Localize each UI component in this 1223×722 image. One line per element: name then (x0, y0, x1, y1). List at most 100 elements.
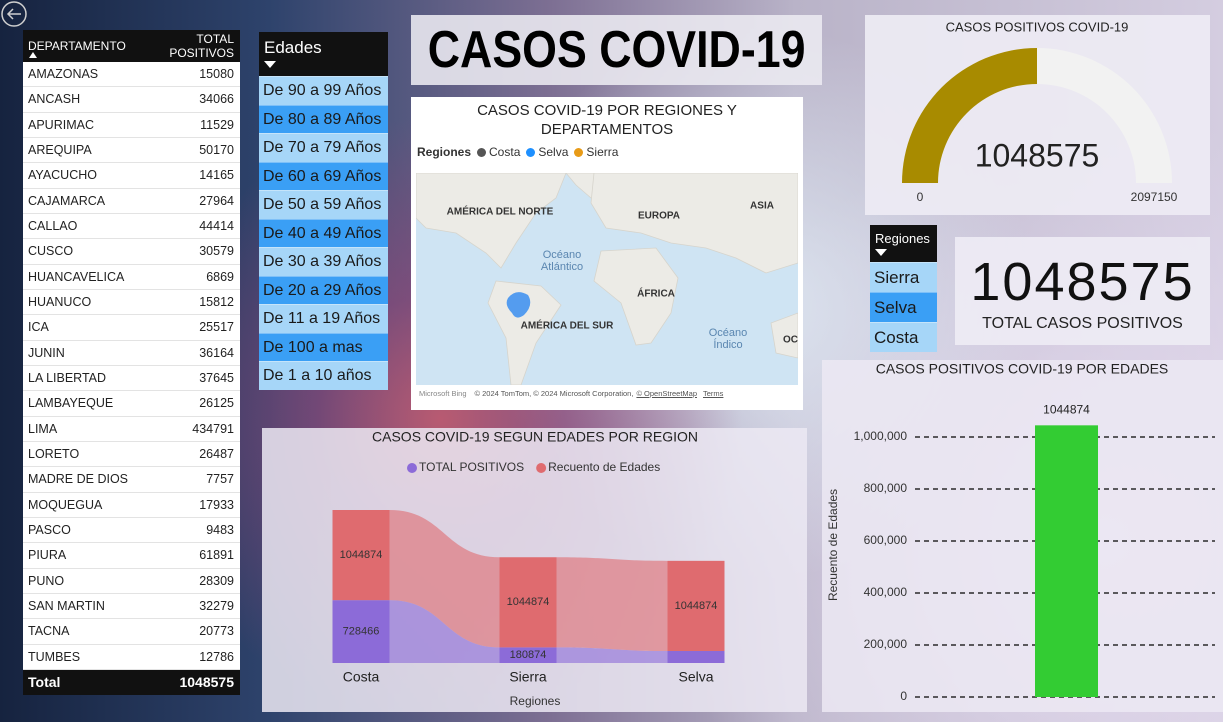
slicer-item[interactable]: De 20 a 29 Años (259, 275, 388, 304)
table-row: HUANCAVELICA 6869 (23, 265, 240, 290)
slicer-header: Edades (259, 32, 388, 76)
attribution-text: © 2024 TomTom, © 2024 Microsoft Corporat… (474, 389, 634, 398)
cell-number: 9483 (206, 523, 234, 538)
map[interactable]: AMÉRICA DEL NORTE EUROPAASIAOcéanoAtlánti… (416, 173, 798, 385)
cell-number: 17933 (199, 497, 234, 512)
slicer-item[interactable]: De 40 a 49 Años (259, 218, 388, 247)
attribution-link[interactable]: Terms (703, 389, 724, 398)
cell-number: 44414 (199, 219, 234, 234)
cell-text: AYACUCHO (28, 168, 97, 183)
cell-number: 30579 (199, 244, 234, 259)
table-total: Total 1048575 (23, 669, 240, 695)
slicer-item[interactable]: De 30 a 39 Años (259, 247, 388, 276)
legend-label: TOTAL POSITIVOS (419, 460, 524, 474)
slicer-item[interactable]: Sierra (870, 262, 937, 292)
cell-text: JUNIN (28, 345, 65, 360)
total-value: 1048575 (179, 674, 234, 691)
legend-dot (477, 147, 487, 157)
table-row: MADRE DE DIOS 7757 (23, 467, 240, 493)
slicer-item[interactable]: De 11 a 19 Años (259, 304, 388, 333)
data-label: 1044874 (507, 596, 550, 608)
landmass (487, 280, 562, 385)
table-row: TUMBES 12786 (23, 645, 240, 670)
slicer-item[interactable]: Costa (870, 322, 937, 352)
map-legend: Regiones Costa Selva Sierra (417, 145, 803, 159)
cell-number: 14165 (199, 168, 234, 183)
y-tick-label: 200,000 (864, 637, 908, 651)
table-row: JUNIN 36164 (23, 341, 240, 366)
cell-number: 28309 (199, 573, 234, 588)
slicer-item[interactable]: De 90 a 99 Años (259, 76, 388, 105)
table-row: LA LIBERTAD 37645 (23, 366, 240, 392)
bing-logo: Microsoft Bing (419, 389, 467, 398)
cell-text: LAMBAYEQUE (28, 396, 114, 411)
table-row: HUANUCO 15812 (23, 290, 240, 316)
column-header[interactable]: TOTAL POSITIVOS (169, 32, 234, 60)
bar-box (822, 360, 1223, 712)
cell-text: PASCO (28, 523, 71, 538)
table-row: AMAZONAS 15080 (23, 62, 240, 88)
slicer: Edades De 90 a 99 Años De 80 a 89 Años De 7… (259, 32, 388, 390)
ribbon-column (667, 650, 725, 663)
ribbon-column (332, 510, 390, 601)
cell-number: 6869 (206, 269, 234, 284)
table: DEPARTAMENTO TOTAL POSITIVOS AMAZONAS 15080… (23, 30, 240, 695)
legend-label[interactable]: Costa (489, 145, 521, 159)
attribution-link[interactable]: © OpenStreetMap (636, 389, 697, 398)
table-row: AREQUIPA 50170 (23, 138, 240, 164)
back-arrow[interactable] (6, 8, 21, 20)
card-label: TOTAL CASOS POSITIVOS (982, 315, 1183, 332)
slicer-item[interactable]: Selva (870, 292, 937, 322)
column-header[interactable]: DEPARTAMENTO (28, 39, 126, 53)
dropdown-arrow (875, 249, 887, 256)
cell-text: AREQUIPA (28, 143, 92, 158)
x-tick-label: Sierra (509, 669, 547, 685)
cell-number: 15080 (199, 67, 234, 82)
dropdown-arrow (264, 61, 276, 68)
gauge-box (865, 15, 1210, 215)
slicer-item[interactable]: De 60 a 69 Años (259, 161, 388, 190)
y-tick-label: 600,000 (864, 533, 908, 547)
data-label: 1044874 (1043, 403, 1090, 417)
cell-number: 37645 (199, 371, 234, 386)
map-attribution: Microsoft Bing © 2024 TomTom, © 2024 Micr… (419, 389, 723, 398)
slicer-item[interactable]: De 50 a 59 Años (259, 190, 388, 219)
ocean-label: Atlántico (541, 261, 583, 273)
y-axis-title: Recuento de Edades (826, 489, 840, 601)
map-label: AMÉRICA DEL NORTE (447, 205, 554, 218)
cell-number: 7757 (206, 472, 234, 487)
legend-marker (536, 463, 547, 473)
table-row: PASCO 9483 (23, 518, 240, 544)
ocean-label: Océano (543, 249, 582, 261)
slicer-item[interactable]: De 70 a 79 Años (259, 133, 388, 162)
legend-label[interactable]: Selva (538, 145, 569, 159)
table-row: TACNA 20773 (23, 619, 240, 645)
cell-text: HUANCAVELICA (28, 269, 125, 284)
x-tick-label: Selva (678, 669, 713, 685)
data-label: 1044874 (675, 600, 718, 612)
slicer-item[interactable]: De 100 a mas (259, 332, 388, 361)
back-button[interactable] (1, 1, 27, 27)
cell-text: CAJAMARCA (28, 193, 106, 208)
table-row: LAMBAYEQUE 26125 (23, 391, 240, 417)
ribbon-column (667, 560, 725, 651)
slicer-item[interactable]: De 1 a 10 años (259, 361, 388, 390)
cell-number: 34066 (199, 92, 234, 107)
slicer-item[interactable]: De 80 a 89 Años (259, 104, 388, 133)
ribbon (556, 557, 668, 651)
slicer-title: Regiones (875, 231, 930, 246)
ribbon-column (499, 557, 557, 648)
cell-text: TUMBES (28, 649, 81, 664)
table-row: CAJAMARCA 27964 (23, 189, 240, 214)
table-row: MOQUEGUA 17933 (23, 493, 240, 518)
legend-marker (407, 463, 417, 473)
ribbon-column (332, 600, 390, 663)
cell-text: MADRE DE DIOS (28, 472, 129, 487)
slicer-header: Regiones (870, 225, 937, 262)
total-label: Total (28, 674, 61, 691)
legend-label[interactable]: Sierra (586, 145, 619, 159)
back-circle[interactable] (1, 1, 27, 27)
cell-text: ANCASH (28, 92, 81, 107)
